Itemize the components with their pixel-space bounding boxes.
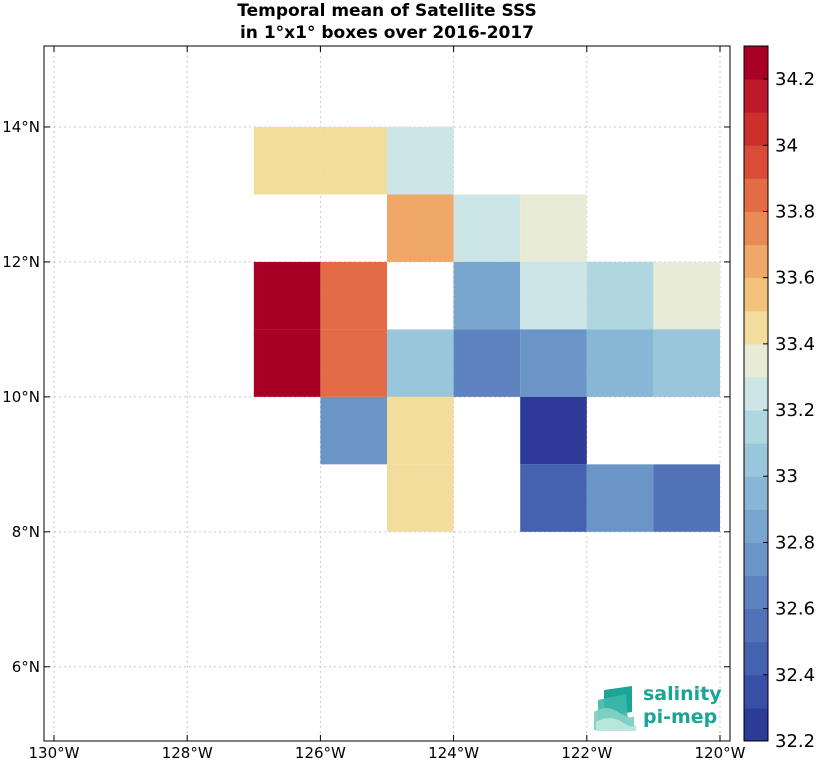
salinity-pi-mep-logo: salinity pi-mep bbox=[594, 683, 722, 731]
heatmap-cell bbox=[586, 329, 654, 397]
colorbar-tick-label: 32.8 bbox=[775, 532, 815, 553]
heatmap-cell bbox=[320, 396, 387, 465]
heatmap-cell bbox=[253, 261, 321, 330]
heatmap-cell bbox=[387, 396, 454, 465]
heatmap-cell bbox=[653, 261, 721, 330]
heatmap-cell bbox=[520, 261, 587, 330]
colorbar-swatch bbox=[744, 178, 768, 212]
colorbar-swatch bbox=[744, 674, 768, 709]
colorbar-tick-label: 33.2 bbox=[775, 400, 815, 421]
colorbar bbox=[743, 45, 769, 742]
heatmap-cell bbox=[520, 329, 587, 397]
colorbar-swatch bbox=[744, 443, 768, 477]
colorbar-swatch bbox=[744, 310, 768, 345]
heatmap-cell bbox=[253, 329, 321, 397]
heatmap-cell bbox=[320, 329, 387, 397]
y-tick-label: 10°N bbox=[2, 388, 40, 406]
x-tick-label: 122°W bbox=[561, 744, 612, 762]
heatmap-cell bbox=[520, 464, 587, 532]
heatmap-cell bbox=[387, 329, 454, 397]
colorbar-swatch bbox=[744, 79, 768, 113]
colorbar-swatch bbox=[744, 211, 768, 246]
colorbar-swatch bbox=[744, 509, 768, 543]
x-tick-label: 128°W bbox=[162, 744, 213, 762]
heatmap-cell bbox=[320, 126, 387, 195]
plot-frame bbox=[43, 45, 731, 742]
x-tick-label: 120°W bbox=[695, 744, 746, 762]
heatmap-cell bbox=[387, 194, 454, 262]
heatmap-cell bbox=[453, 261, 521, 330]
colorbar-tick-label: 33 bbox=[775, 466, 798, 487]
colorbar-swatch bbox=[744, 376, 768, 411]
x-axis-ticks: 130°W 128°W 126°W 124°W 122°W 120°W bbox=[29, 46, 746, 762]
x-tick-label: 126°W bbox=[295, 744, 346, 762]
colorbar-tick-label: 34.2 bbox=[775, 69, 815, 90]
colorbar-swatch bbox=[744, 46, 768, 80]
colorbar-tick-label: 33.6 bbox=[775, 268, 815, 289]
chart-title-line-2: in 1°x1° boxes over 2016-2017 bbox=[240, 23, 534, 43]
colorbar-swatch bbox=[744, 410, 768, 444]
colorbar-swatch bbox=[744, 608, 768, 643]
colorbar-swatch bbox=[744, 707, 768, 742]
heatmap-cell bbox=[520, 194, 587, 262]
colorbar-tick-label: 33.8 bbox=[775, 201, 815, 222]
logo-waves-icon bbox=[594, 686, 636, 731]
heatmap-cell bbox=[653, 329, 721, 397]
colorbar-swatch bbox=[744, 343, 768, 378]
heatmap-cell bbox=[320, 261, 387, 330]
y-tick-label: 12°N bbox=[2, 253, 40, 271]
heatmap-cell bbox=[653, 464, 721, 532]
chart-title-line-1: Temporal mean of Satellite SSS bbox=[237, 1, 536, 21]
x-tick-label: 124°W bbox=[428, 744, 479, 762]
heatmap-cell bbox=[387, 464, 454, 532]
colorbar-ticks: 32.2 32.4 32.6 32.8 33 33.2 33.4 33.6 33.8 34 34.2 bbox=[763, 69, 815, 752]
heatmap-cells bbox=[253, 126, 721, 532]
logo-line-1: salinity bbox=[643, 683, 722, 705]
colorbar-swatch bbox=[744, 145, 768, 179]
heatmap-cell bbox=[453, 329, 521, 397]
y-tick-label: 8°N bbox=[12, 523, 40, 541]
colorbar-tick-label: 32.6 bbox=[775, 599, 815, 620]
colorbar-swatch bbox=[744, 277, 768, 312]
colorbar-swatch bbox=[744, 641, 768, 676]
colorbar-tick-label: 34 bbox=[775, 135, 798, 156]
heatmap-cell bbox=[586, 464, 654, 532]
colorbar-swatch bbox=[744, 244, 768, 279]
colorbar-swatch bbox=[744, 542, 768, 577]
y-tick-label: 14°N bbox=[2, 118, 40, 136]
colorbar-tick-label: 33.4 bbox=[775, 334, 815, 355]
heatmap-cell bbox=[387, 126, 454, 195]
colorbar-swatch bbox=[744, 112, 768, 146]
x-tick-label: 130°W bbox=[29, 744, 80, 762]
y-tick-label: 6°N bbox=[12, 658, 40, 676]
colorbar-tick-label: 32.2 bbox=[775, 731, 815, 752]
colorbar-frame bbox=[743, 45, 769, 742]
colorbar-swatch bbox=[744, 575, 768, 610]
heatmap-cell bbox=[453, 194, 521, 262]
y-axis-ticks: 6°N 8°N 10°N 12°N 14°N bbox=[2, 118, 730, 676]
heatmap-cell bbox=[253, 126, 321, 195]
heatmap-cell bbox=[520, 396, 587, 465]
logo-line-2: pi-mep bbox=[643, 706, 717, 728]
colorbar-tick-label: 32.4 bbox=[775, 665, 815, 686]
heatmap-cell bbox=[586, 261, 654, 330]
colorbar-swatch bbox=[744, 476, 768, 510]
